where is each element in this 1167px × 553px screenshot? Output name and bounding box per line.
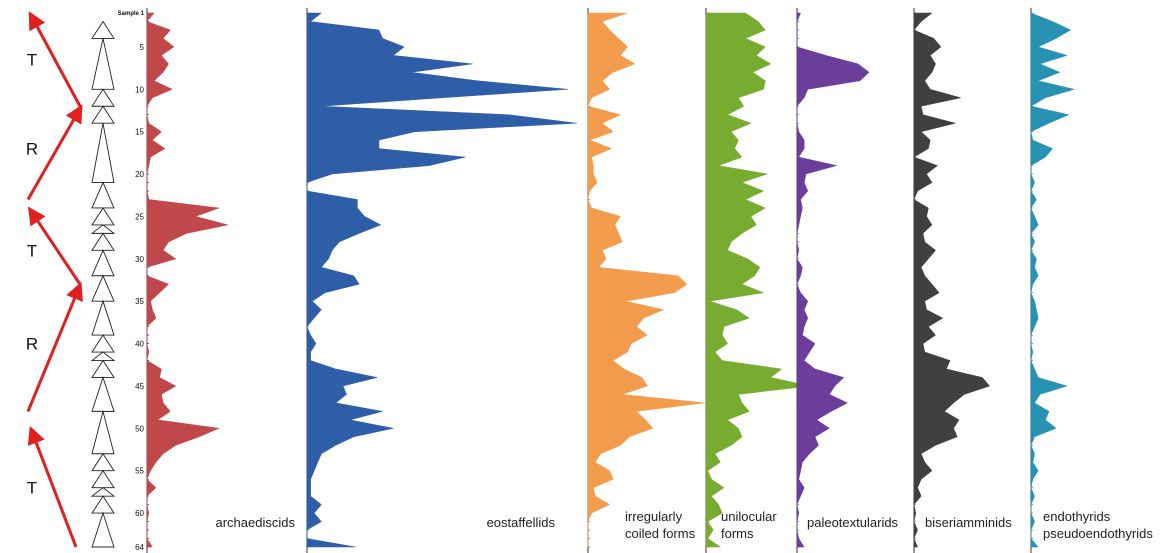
series-area	[146, 12, 229, 548]
series-label-line: eostaffellids	[487, 515, 556, 530]
series-label-line: irregularly	[625, 509, 683, 524]
series-label-line: archaediscids	[216, 515, 296, 530]
axis-tick-label: 25	[135, 212, 144, 221]
series-label-line: coiled forms	[625, 526, 696, 541]
sequence-label: T	[27, 51, 37, 70]
axis-tick-label: 15	[135, 128, 144, 137]
series-label-line: unilocular	[721, 509, 777, 524]
series-area	[796, 12, 870, 548]
axis-tick-label: 64	[135, 543, 144, 552]
series-label: irregularly coiled forms	[625, 509, 696, 541]
sequence-trend-column: T R T R T	[26, 11, 83, 548]
series-area	[587, 12, 706, 547]
axis-tick-label: 35	[135, 297, 144, 306]
series-panel: eostaffellids	[306, 8, 578, 553]
axis-tick-label: 45	[135, 382, 144, 391]
axis-tick-label: 55	[135, 467, 144, 476]
sequence-label: T	[27, 241, 37, 260]
series-label-line: paleotextularids	[807, 515, 899, 530]
series-label: paleotextularids	[807, 515, 899, 530]
series-panels: archaediscids eostaffellids irregularly coi…	[146, 8, 1153, 553]
lithology-triangle-column	[90, 20, 116, 548]
series-panel: unilocular forms	[705, 8, 811, 553]
sequence-arrow	[28, 11, 82, 107]
series-label: endothyrids pseudoendothyrids	[1043, 509, 1153, 541]
sequence-arrow	[27, 425, 78, 548]
series-panel: biseriamminids	[913, 8, 1012, 553]
sequence-arrow	[26, 281, 83, 412]
sequence-label: T	[27, 479, 37, 498]
sequence-label: R	[26, 335, 38, 354]
series-label: eostaffellids	[487, 515, 556, 530]
series-label: unilocular forms	[721, 509, 777, 541]
axis-tick-label: 10	[135, 85, 144, 94]
sequence-arrow	[26, 104, 83, 201]
axis-tick-label: 40	[135, 340, 144, 349]
lithology-triangle	[91, 511, 115, 548]
series-label-line: endothyrids	[1043, 509, 1111, 524]
series-area	[1030, 12, 1076, 548]
sequence-label: R	[26, 140, 38, 159]
series-label: archaediscids	[216, 515, 296, 530]
series-label: biseriamminids	[925, 515, 1012, 530]
series-panel: endothyrids pseudoendothyrids	[1030, 8, 1153, 553]
axis-tick-label: 60	[135, 509, 144, 518]
series-area	[306, 12, 578, 548]
sequence-arrow	[27, 206, 82, 286]
axis-tick-label: 30	[135, 255, 144, 264]
series-panel: irregularly coiled forms	[587, 8, 706, 553]
series-label-line: forms	[721, 526, 754, 541]
axis-first-label: Sample 1	[118, 11, 145, 17]
axis-tick-label: 50	[135, 424, 144, 433]
series-panel: archaediscids	[146, 8, 296, 553]
axis-tick-label: 5	[140, 43, 145, 52]
series-panel: paleotextularids	[796, 8, 899, 553]
series-label-line: pseudoendothyrids	[1043, 526, 1153, 541]
axis-tick-label: 20	[135, 170, 144, 179]
series-label-line: biseriamminids	[925, 515, 1012, 530]
series-area	[705, 12, 811, 548]
series-area	[913, 12, 991, 548]
